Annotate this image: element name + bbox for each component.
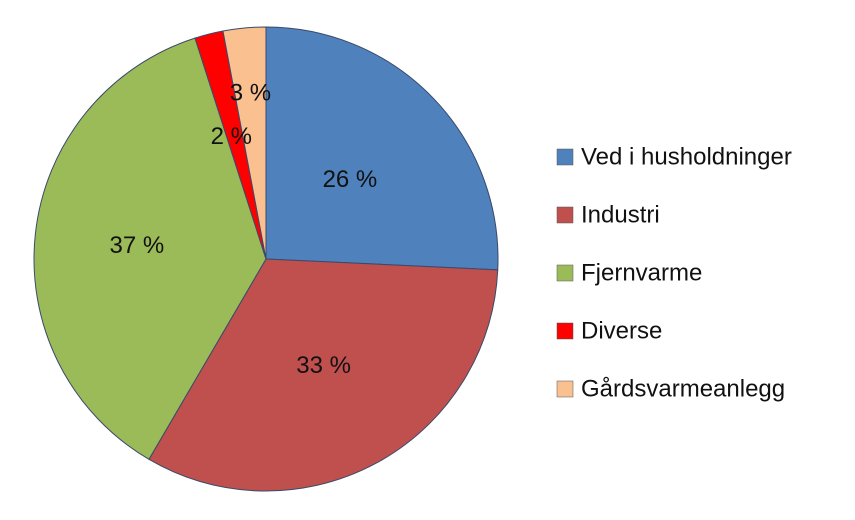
legend-item-industri: Industri: [556, 202, 660, 229]
data-label-ved-i-husholdninger: 26 %: [323, 166, 378, 193]
legend-swatch-diverse: [556, 322, 574, 340]
legend-item-ved-i-husholdninger: Ved i husholdninger: [556, 144, 792, 171]
legend-swatch-industri: [556, 206, 574, 224]
pie-slice-gardsvarmeanlegg: [222, 26, 267, 260]
pie-slice-industri: [148, 258, 499, 492]
data-label-gardsvarmeanlegg: 3 %: [230, 80, 271, 107]
data-label-fjernvarme: 37 %: [109, 232, 164, 259]
pie-slice-ved-i-husholdninger: [265, 26, 499, 271]
data-label-diverse: 2 %: [211, 123, 252, 150]
legend-item-gardsvarmeanlegg: Gårdsvarmeanlegg: [556, 376, 785, 403]
legend: Ved i husholdninger Industri Fjernvarme Div…: [556, 144, 792, 403]
pie-slice-fjernvarme: [33, 37, 267, 460]
legend-label-ved-i-husholdninger: Ved i husholdninger: [581, 144, 792, 171]
pie-slices: [33, 26, 499, 492]
legend-label-diverse: Diverse: [581, 318, 662, 345]
legend-label-industri: Industri: [581, 202, 660, 229]
pie-data-labels: 26 % 33 % 37 % 2 % 3 %: [109, 80, 377, 379]
data-label-industri: 33 %: [296, 352, 351, 379]
legend-item-fjernvarme: Fjernvarme: [556, 260, 702, 287]
legend-swatch-fjernvarme: [556, 264, 574, 282]
legend-item-diverse: Diverse: [556, 318, 662, 345]
legend-label-fjernvarme: Fjernvarme: [581, 260, 702, 287]
legend-label-gardsvarmeanlegg: Gårdsvarmeanlegg: [581, 376, 785, 403]
legend-swatch-ved-i-husholdninger: [556, 148, 574, 166]
legend-swatch-gardsvarmeanlegg: [556, 380, 574, 398]
